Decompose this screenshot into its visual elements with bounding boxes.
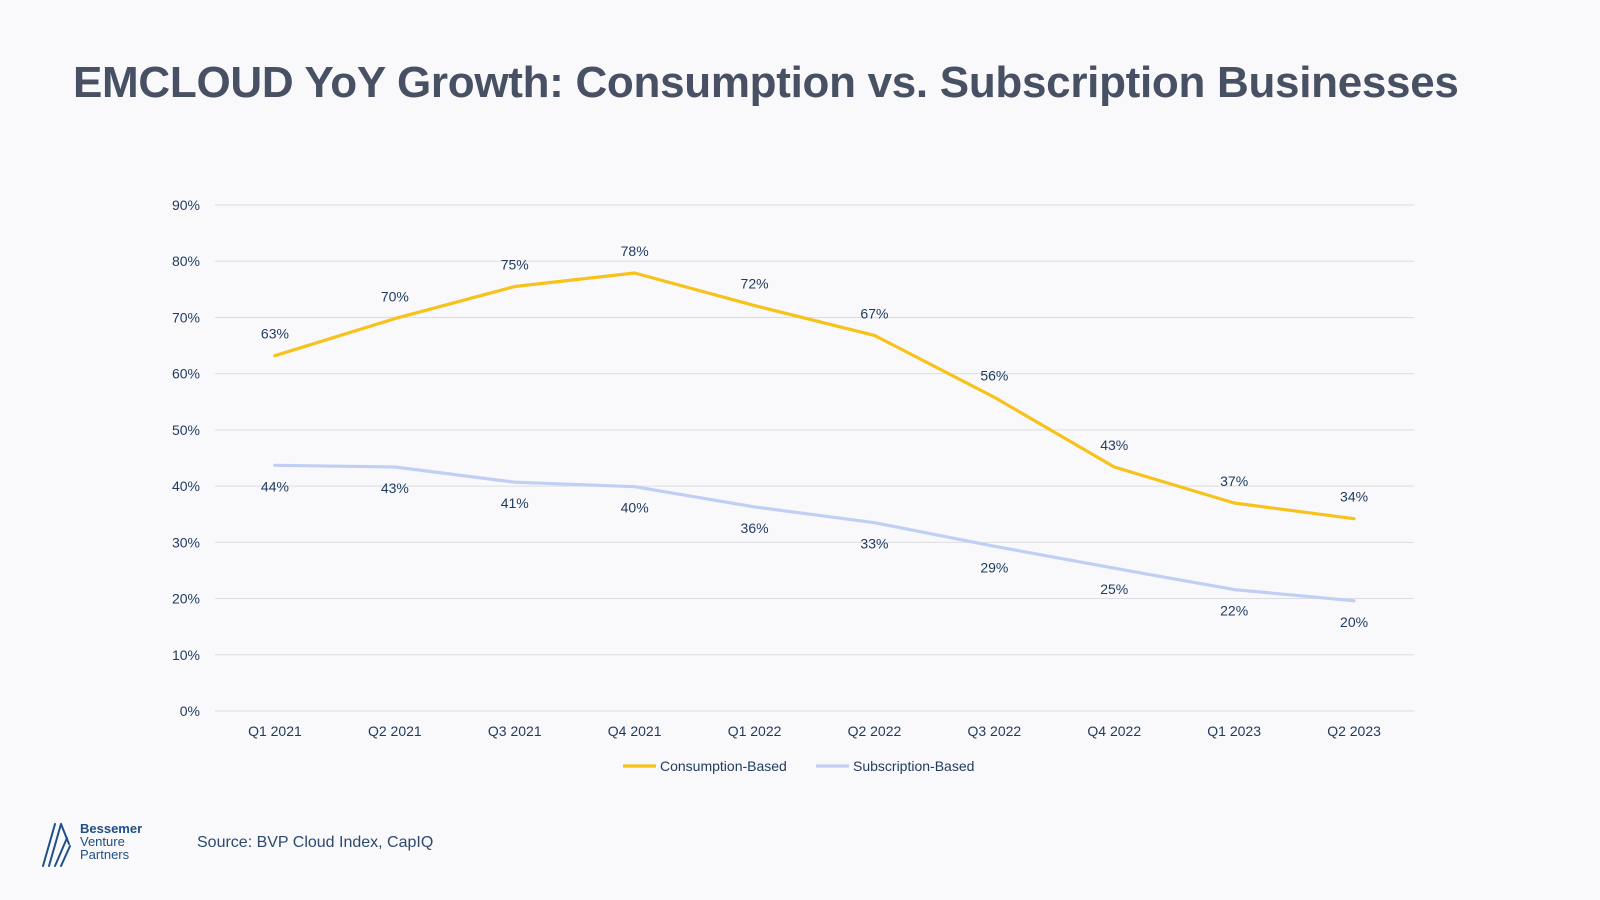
y-tick-label: 0% [180,703,200,719]
data-label: 56% [980,367,1008,383]
legend-label: Consumption-Based [660,758,787,774]
data-label: 78% [621,243,649,259]
y-tick-label: 10% [172,647,200,663]
data-label: 75% [501,257,529,273]
data-label: 72% [741,276,769,292]
y-tick-label: 60% [172,366,200,382]
data-label: 34% [1340,489,1368,505]
data-label: 37% [1220,473,1248,489]
data-label: 70% [381,289,409,305]
data-label: 40% [621,500,649,516]
logo-line-3: Partners [80,847,130,862]
x-tick-label: Q1 2022 [728,723,782,739]
bessemer-logo: Bessemer Venture Partners [40,822,170,872]
x-tick-label: Q1 2023 [1207,723,1261,739]
x-tick-label: Q1 2021 [248,723,302,739]
x-tick-label: Q2 2021 [368,723,422,739]
data-label: 43% [381,480,409,496]
x-tick-label: Q3 2021 [488,723,542,739]
y-tick-label: 80% [172,253,200,269]
y-tick-label: 40% [172,478,200,494]
y-tick-label: 30% [172,534,200,550]
x-tick-label: Q4 2022 [1087,723,1141,739]
y-tick-label: 50% [172,422,200,438]
series-line-subscription-based [273,463,1356,603]
data-label: 36% [741,520,769,536]
y-tick-label: 20% [172,591,200,607]
data-label: 44% [261,478,289,494]
logo-mark-icon [42,823,71,867]
page-title: EMCLOUD YoY Growth: Consumption vs. Subs… [73,58,1459,107]
legend-label: Subscription-Based [853,758,974,774]
data-label: 22% [1220,603,1248,619]
logo-line-1: Bessemer [80,821,143,836]
data-label: 33% [860,536,888,552]
x-tick-label: Q2 2023 [1327,723,1381,739]
x-tick-label: Q4 2021 [608,723,662,739]
data-label: 41% [501,495,529,511]
x-tick-label: Q3 2022 [967,723,1021,739]
logo-line-2: Venture [80,834,125,849]
data-label: 67% [860,305,888,321]
source-note: Source: BVP Cloud Index, CapIQ [197,834,434,851]
data-label: 43% [1100,437,1128,453]
series-line-consumption-based [273,271,1356,521]
y-tick-label: 70% [172,309,200,325]
y-tick-label: 90% [172,197,200,213]
data-label: 29% [980,559,1008,575]
data-label: 20% [1340,614,1368,630]
x-tick-label: Q2 2022 [848,723,902,739]
data-label: 63% [261,326,289,342]
data-label: 25% [1100,581,1128,597]
